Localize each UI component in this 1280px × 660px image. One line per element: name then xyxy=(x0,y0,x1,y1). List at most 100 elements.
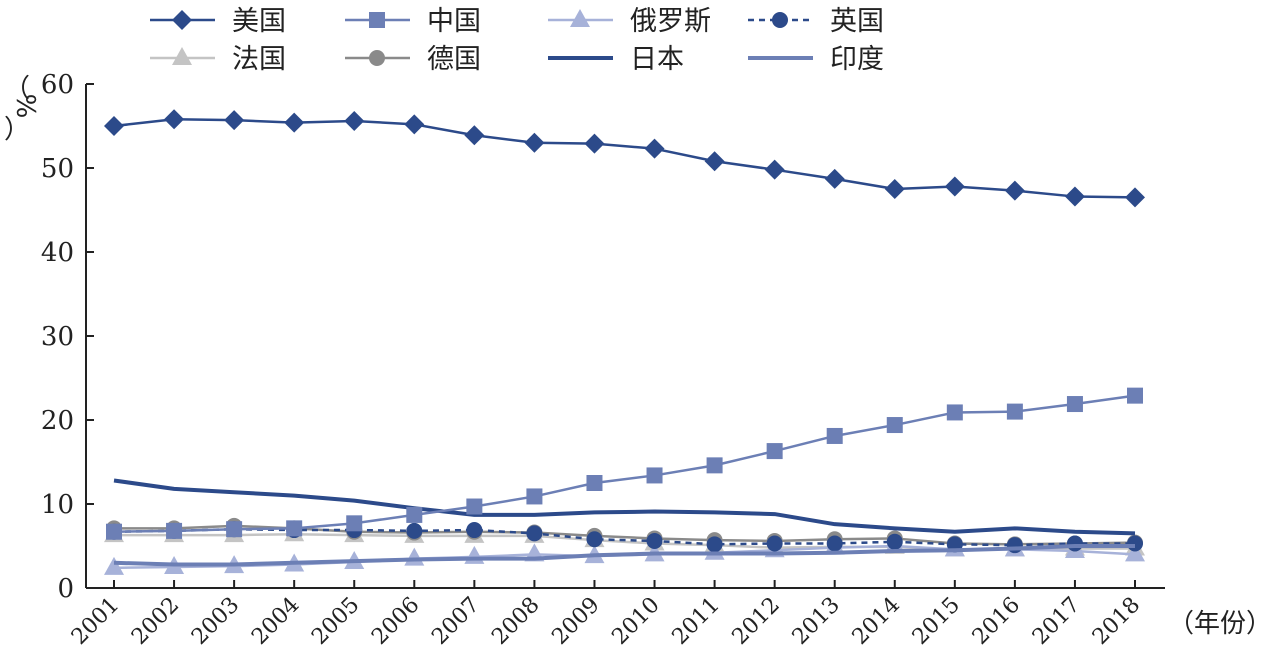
series-point xyxy=(886,417,903,434)
x-tick-label: 2015 xyxy=(908,593,965,650)
series-point xyxy=(1066,396,1083,413)
series-point xyxy=(466,522,483,539)
x-tick-label: 2004 xyxy=(247,593,304,650)
series-7 xyxy=(113,544,1135,567)
series-layer xyxy=(104,109,1145,575)
series-line xyxy=(113,544,1135,567)
x-tick-label: 2016 xyxy=(968,593,1025,650)
series-point xyxy=(284,112,305,133)
series-point xyxy=(464,125,485,146)
y-tick-label: 30 xyxy=(41,322,74,352)
x-tick-label: 2008 xyxy=(487,593,544,650)
series-point xyxy=(464,545,485,564)
legend-swatch-marker xyxy=(369,12,385,28)
x-tick-label: 2006 xyxy=(367,593,424,650)
y-tick-label: 50 xyxy=(41,154,74,184)
legend-label: 日本 xyxy=(630,44,684,75)
y-axis-unit: % xyxy=(10,94,40,119)
y-tick-label: 0 xyxy=(57,574,74,604)
series-point xyxy=(586,531,603,548)
series-1 xyxy=(106,387,1143,540)
series-point xyxy=(1127,535,1143,552)
series-point xyxy=(526,525,543,542)
series-point xyxy=(404,547,425,566)
legend-item: 美国 xyxy=(150,6,286,37)
legend-item: 日本 xyxy=(548,44,684,75)
y-axis-title: （ % ） xyxy=(4,74,40,145)
legend-item: 中国 xyxy=(345,6,481,37)
x-axis-title: （年份） xyxy=(1168,609,1272,639)
series-point xyxy=(1066,535,1083,552)
series-point xyxy=(766,535,783,552)
legend-label: 俄罗斯 xyxy=(630,6,711,37)
series-point xyxy=(946,404,963,421)
series-line xyxy=(113,394,1136,533)
y-axis-paren-close: ） xyxy=(4,115,30,145)
series-point xyxy=(706,457,723,474)
legend-item: 俄罗斯 xyxy=(548,6,711,37)
y-tick-label: 60 xyxy=(41,70,74,100)
series-point xyxy=(1064,186,1085,207)
x-tick-label: 2011 xyxy=(668,593,725,650)
series-point xyxy=(646,532,663,549)
y-tick-label: 20 xyxy=(41,406,74,436)
x-tick-label: 2010 xyxy=(607,593,664,650)
legend-label: 印度 xyxy=(830,44,884,75)
x-tick-label: 2017 xyxy=(1028,593,1085,650)
series-point xyxy=(106,523,122,540)
series-point xyxy=(1006,403,1023,420)
x-tick-label: 2012 xyxy=(728,593,785,650)
legend-item: 德国 xyxy=(345,44,481,75)
series-point xyxy=(706,536,723,553)
y-ticks: 0 10 20 30 40 50 60 xyxy=(41,70,94,604)
legend-label: 美国 xyxy=(232,6,286,37)
series-point xyxy=(404,114,425,135)
legend-swatch-marker xyxy=(172,47,192,65)
series-point xyxy=(586,475,603,491)
legend-label: 德国 xyxy=(427,44,481,75)
series-point xyxy=(344,110,365,131)
series-point xyxy=(466,498,483,515)
series-point xyxy=(1125,187,1145,208)
series-point xyxy=(406,506,423,523)
series-line xyxy=(113,478,1136,536)
x-tick-label: 2014 xyxy=(848,593,905,650)
series-0 xyxy=(104,109,1145,208)
x-tick-label: 2005 xyxy=(307,593,364,650)
series-point xyxy=(104,116,124,136)
series-point xyxy=(346,515,363,532)
x-tick-label: 2002 xyxy=(127,593,184,650)
series-6 xyxy=(113,478,1136,536)
legend-item: 法国 xyxy=(150,44,286,75)
series-point xyxy=(166,522,183,539)
series-point xyxy=(884,179,905,199)
series-point xyxy=(1125,543,1145,562)
series-point xyxy=(824,168,845,189)
series-point xyxy=(286,520,303,537)
series-point xyxy=(1004,180,1025,201)
series-point xyxy=(826,535,843,552)
y-axis-paren-open: （ xyxy=(4,74,30,104)
x-tick-label: 2001 xyxy=(67,593,124,650)
legend-swatch-marker xyxy=(172,10,192,30)
legend-label: 法国 xyxy=(232,44,286,75)
series-point xyxy=(766,443,783,460)
legend-label: 中国 xyxy=(427,6,481,37)
series-point xyxy=(164,109,185,130)
series-point xyxy=(1006,537,1023,554)
series-point xyxy=(104,556,124,575)
x-tick-label: 2018 xyxy=(1088,593,1145,650)
series-point xyxy=(944,176,965,197)
series-point xyxy=(226,521,243,538)
series-point xyxy=(526,488,543,505)
x-ticks: 2001 2002 2003 2004 2005 2006 2007 2008 2009 2010… xyxy=(67,580,1145,650)
legend-label: 英国 xyxy=(830,6,884,37)
series-point xyxy=(1127,387,1143,404)
x-tick-label: 2009 xyxy=(547,593,604,650)
series-point xyxy=(406,522,423,539)
series-line xyxy=(113,527,1135,547)
x-tick-label: 2003 xyxy=(187,593,244,650)
y-tick-label: 40 xyxy=(41,238,74,268)
